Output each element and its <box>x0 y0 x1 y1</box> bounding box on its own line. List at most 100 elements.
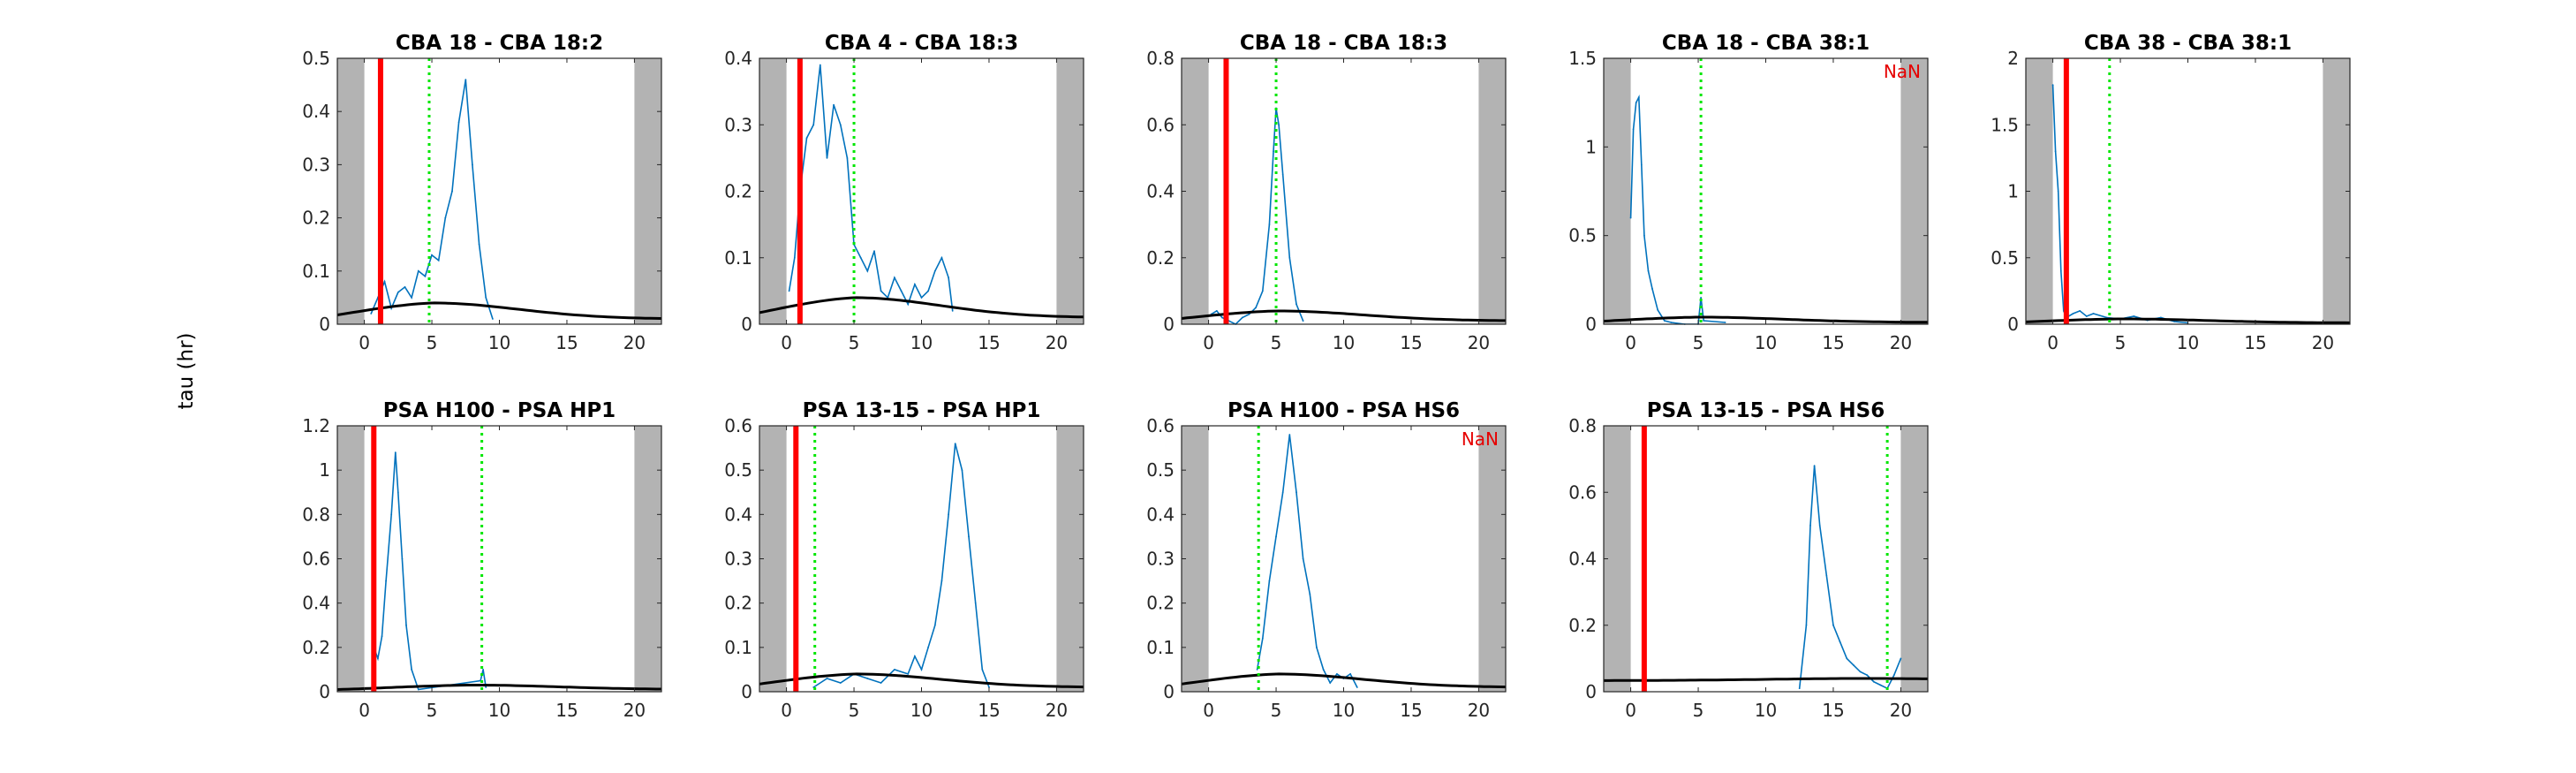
data-point <box>1261 637 1264 640</box>
y-tick-label: 0 <box>319 314 330 335</box>
data-point <box>1805 624 1808 626</box>
y-tick-label: 0.4 <box>1568 549 1597 570</box>
data-point <box>933 624 936 626</box>
plot-area <box>2026 58 2350 324</box>
data-point <box>1349 673 1351 675</box>
data-point <box>805 137 808 140</box>
y-tick-label: 0.2 <box>1146 247 1175 269</box>
y-tick-label: 0.2 <box>724 593 752 614</box>
y-tick-label: 0.6 <box>1146 415 1175 436</box>
data-point <box>894 669 895 671</box>
y-tick-label: 1.5 <box>1568 48 1597 69</box>
x-tick-label: 5 <box>1271 700 1282 721</box>
data-point <box>417 688 419 691</box>
data-point <box>2133 315 2135 317</box>
x-tick-label: 10 <box>1755 332 1777 353</box>
y-tick-label: 0.2 <box>1146 593 1175 614</box>
data-point <box>394 451 397 453</box>
data-point <box>1809 525 1811 527</box>
data-point <box>866 269 869 272</box>
series-line <box>373 452 487 691</box>
data-point <box>968 535 970 538</box>
data-point <box>405 624 407 626</box>
data-point <box>793 256 796 259</box>
data-point <box>839 682 842 684</box>
data-point <box>1275 535 1277 538</box>
data-point <box>941 256 943 259</box>
shaded-region <box>1056 426 1084 692</box>
data-point <box>1268 580 1271 582</box>
shaded-region <box>2323 58 2350 324</box>
x-tick-label: 20 <box>2312 332 2334 353</box>
panel-6: 0 5 10 15 20 0 0.2 0.4 0.6 0.8 1 1.2 PSA H100 - PSA … <box>302 399 662 721</box>
data-point <box>2054 150 2057 153</box>
x-tick-label: 15 <box>1822 700 1844 721</box>
data-point <box>1892 674 1895 677</box>
data-point <box>907 673 910 675</box>
panel-title: CBA 18 - CBA 38:1 <box>1662 32 1870 55</box>
data-point <box>1629 216 1632 219</box>
data-point <box>451 190 453 193</box>
shaded-region <box>1478 58 1506 324</box>
data-point <box>385 580 387 582</box>
data-point <box>846 157 849 159</box>
data-point <box>974 602 977 604</box>
data-point <box>833 103 835 106</box>
fit-curve <box>336 684 661 691</box>
data-point <box>826 157 828 159</box>
data-point <box>839 124 842 126</box>
data-point <box>812 124 815 126</box>
data-point <box>1322 669 1325 671</box>
data-point <box>1640 163 1643 166</box>
data-point <box>927 646 929 648</box>
x-tick-label: 0 <box>1203 700 1214 721</box>
data-point <box>472 163 473 166</box>
x-tick-label: 0 <box>781 332 792 353</box>
panel-5: 0 5 10 15 20 0 0.5 1 1.5 2 CBA 38 - CBA 38:1 <box>1991 32 2351 353</box>
y-tick-label: 0 <box>741 681 752 702</box>
data-point <box>437 259 440 261</box>
data-point <box>920 297 923 299</box>
data-point <box>1832 624 1834 626</box>
data-point <box>1859 671 1862 673</box>
y-tick-label: 0.1 <box>724 637 752 658</box>
data-point <box>948 277 949 279</box>
x-tick-label: 5 <box>1271 332 1282 353</box>
data-point <box>1798 687 1801 690</box>
x-tick-label: 0 <box>1203 332 1214 353</box>
x-tick-label: 20 <box>623 700 646 721</box>
data-point <box>1281 173 1284 176</box>
data-point <box>1872 680 1875 683</box>
x-tick-label: 10 <box>488 700 510 721</box>
data-point <box>914 284 916 285</box>
data-point <box>954 443 956 444</box>
y-tick-label: 1.5 <box>1991 114 2019 135</box>
shaded-region <box>1900 426 1928 692</box>
data-point <box>411 669 412 671</box>
y-tick-label: 1.2 <box>302 415 330 436</box>
panel-title: PSA 13-15 - PSA HS6 <box>1647 399 1885 422</box>
plot-area <box>337 426 661 692</box>
data-point <box>914 656 916 657</box>
data-point <box>370 313 373 315</box>
x-tick-label: 15 <box>2244 332 2266 353</box>
data-point <box>1281 491 1284 494</box>
panel-title: CBA 38 - CBA 38:1 <box>2084 32 2292 55</box>
y-tick-label: 0.1 <box>724 247 752 269</box>
y-tick-label: 0 <box>1163 314 1175 335</box>
data-point <box>465 79 467 80</box>
x-tick-label: 10 <box>910 700 933 721</box>
data-point <box>1637 96 1640 98</box>
data-point <box>826 678 828 679</box>
data-point <box>1724 322 1726 323</box>
shaded-region <box>1900 58 1928 324</box>
panel-title: PSA H100 - PSA HS6 <box>1228 399 1460 422</box>
y-tick-label: 0.6 <box>1568 481 1597 503</box>
y-tick-label: 0.4 <box>302 101 330 122</box>
data-point <box>485 297 487 299</box>
shaded-region <box>1056 58 1084 324</box>
data-point <box>482 669 484 671</box>
data-point <box>383 280 386 283</box>
data-point <box>819 64 821 66</box>
